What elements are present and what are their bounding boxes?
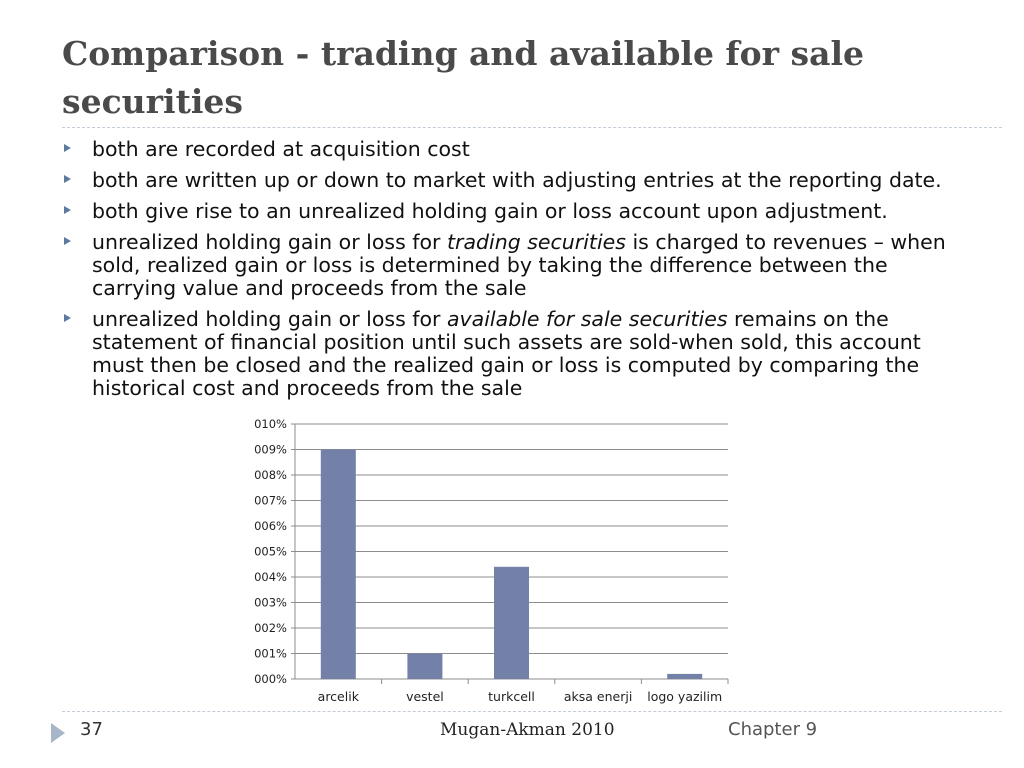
y-tick-label: 005% [254,545,287,559]
bullet-item: unrealized holding gain or loss for avai… [62,308,962,400]
x-tick-label: vestel [406,689,444,704]
bar-chart: 000% 001% 002% 003% 004% 005% 006% 007% 008% 009%… [254,417,729,704]
x-tick-label: turkcell [488,689,535,704]
footer-divider [62,711,1002,712]
bullet-text: is charged to revenues – when sold, real… [92,230,946,300]
bar-logo-yazilim [667,673,703,679]
footer-author: Mugan-Akman 2010 [440,720,615,740]
slide-title: Comparison - trading and available for s… [62,34,865,121]
bar-arcelik [320,449,356,679]
bullet-text: unrealized holding gain or loss for [92,307,447,331]
bullet-item: both are written up or down to market wi… [62,169,962,192]
bullet-arrow-icon [64,237,71,245]
bullet-arrow-icon [64,144,71,152]
y-tick-label: 004% [254,570,287,584]
y-tick-label: 009% [254,443,287,457]
page-number: 37 [80,719,103,740]
chart-x-axis: arcelik vestel turkcell aksa enerji logo yaz… [318,679,729,704]
bar-turkcell [494,566,529,679]
bullet-text: both are written up or down to market wi… [92,168,942,192]
chart-bars [320,449,703,679]
bullet-text: both are recorded at acquisition cost [92,137,470,161]
y-tick-label: 000% [254,672,287,686]
x-tick-label: aksa enerji [564,689,632,704]
y-tick-label: 001% [254,647,287,661]
bullet-arrow-icon [64,175,71,183]
y-tick-label: 010% [254,417,287,431]
y-tick-label: 008% [254,468,287,482]
bullet-list: both are recorded at acquisition cost bot… [62,138,962,408]
bullet-text: both give rise to an unrealized holding … [92,199,888,223]
y-tick-label: 006% [254,519,287,533]
bar-vestel [407,653,443,679]
chart-gridlines [294,423,728,680]
bullet-arrow-icon [64,314,71,322]
y-tick-label: 007% [254,494,287,508]
bullet-text-italic: available for sale securities [446,307,728,331]
bullet-item: both give rise to an unrealized holding … [62,200,962,223]
bullet-arrow-icon [64,206,71,214]
bullet-text: remains on the statement of financial po… [92,307,921,400]
title-divider [62,127,1002,128]
footer-arrow-icon [51,723,65,743]
y-tick-label: 003% [254,596,287,610]
chart-y-axis: 000% 001% 002% 003% 004% 005% 006% 007% 008% 009%… [254,417,295,686]
bullet-text: unrealized holding gain or loss for [92,230,447,254]
footer-chapter: Chapter 9 [728,719,818,740]
bullet-item: both are recorded at acquisition cost [62,138,962,161]
bullet-text-italic: trading securities [446,230,626,254]
x-tick-label: arcelik [318,689,360,704]
x-tick-label: logo yazilim [647,689,722,704]
bullet-item: unrealized holding gain or loss for trad… [62,231,962,300]
y-tick-label: 002% [254,621,287,635]
